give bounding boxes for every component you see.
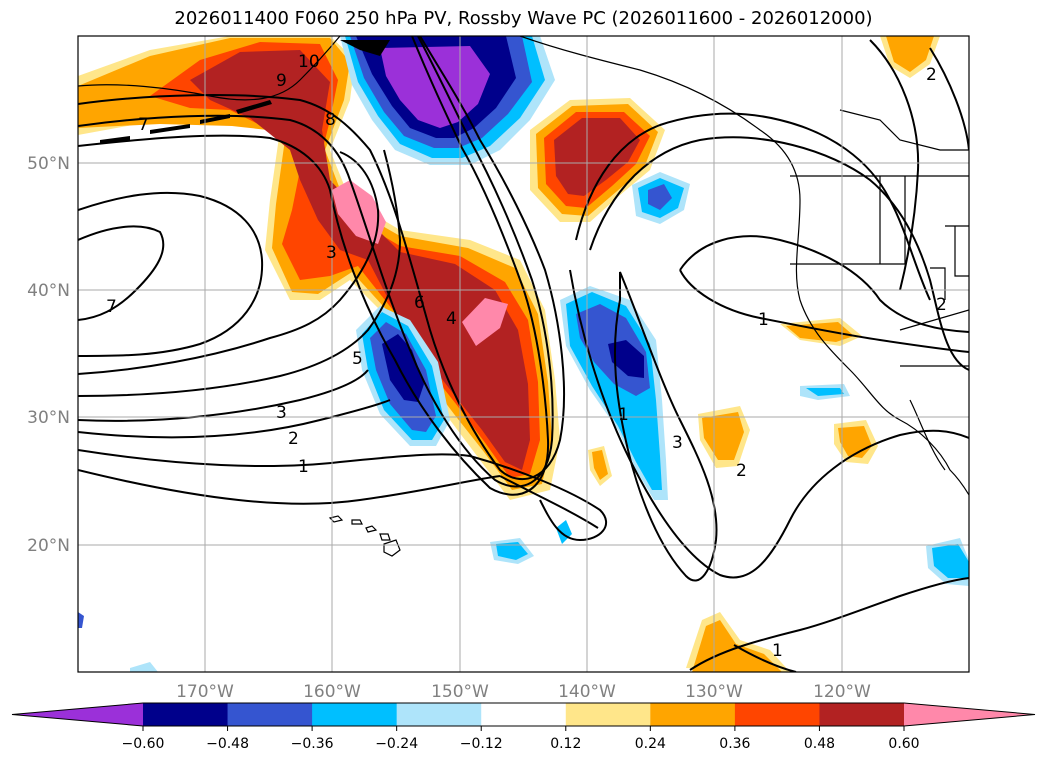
- colorbar-tick-label: 0.48: [804, 736, 835, 752]
- colorbar-segment: [650, 703, 736, 726]
- colorbar-segment: [819, 703, 905, 726]
- positive-anomaly-band-dark: [190, 50, 530, 470]
- positive-anomaly-core-pink-1: [332, 180, 386, 244]
- contour-label: 7: [106, 297, 117, 317]
- colorbar-segment: [312, 703, 398, 726]
- longitude-labels: 170°W 160°W 150°W 140°W 130°W 120°W: [176, 682, 871, 702]
- colorbar-tick-label: 0.36: [719, 736, 750, 752]
- lat-label: 30°N: [27, 408, 70, 428]
- colorbar-tick-label: −0.48: [206, 736, 249, 752]
- contour-label: 2: [288, 429, 299, 449]
- colorbar-tick-label: −0.60: [122, 736, 165, 752]
- colorbar-tick-label: −0.12: [460, 736, 503, 752]
- lon-label: 140°W: [558, 682, 616, 702]
- lon-label: 150°W: [431, 682, 489, 702]
- contour-label: 9: [276, 71, 287, 91]
- contour-label: 5: [352, 349, 363, 369]
- contour-label: 8: [325, 110, 336, 130]
- lon-label: 120°W: [813, 682, 871, 702]
- colorbar-segment: [481, 703, 567, 726]
- colorbar-tick-label: 0.24: [635, 736, 666, 752]
- aleutian-islands: [100, 40, 390, 144]
- contour-label: 2: [936, 295, 947, 315]
- lon-label: 130°W: [685, 682, 743, 702]
- lat-label: 50°N: [27, 154, 70, 174]
- alaska-coast: [78, 36, 341, 101]
- colorbar-segment: [565, 703, 651, 726]
- contour-label: 7: [138, 115, 149, 135]
- contour-labels: 10 9 8 7 6 5 4 3 3 2 1 1 1 1 2 2 2 3 7: [106, 52, 947, 661]
- north-america-coast: [519, 36, 969, 496]
- lon-label: 170°W: [176, 682, 234, 702]
- pv-contours: [78, 36, 969, 672]
- contour-label: 2: [736, 461, 747, 481]
- colorbar: [11, 702, 1036, 727]
- lat-label: 20°N: [27, 536, 70, 556]
- contour-label: 1: [298, 457, 309, 477]
- contour-label: 1: [758, 310, 769, 330]
- contour-label: 2: [926, 65, 937, 85]
- contour-label: 3: [276, 403, 287, 423]
- contour-label: 1: [618, 405, 629, 425]
- colorbar-tick-label: 0.12: [550, 736, 581, 752]
- gridlines: [78, 36, 969, 672]
- lat-label: 40°N: [27, 281, 70, 301]
- coastlines: [78, 36, 969, 496]
- lon-label: 160°W: [303, 682, 361, 702]
- contour-label: 10: [298, 52, 320, 72]
- contour-label: 3: [672, 433, 683, 453]
- colorbar-segment: [734, 703, 820, 726]
- map-title: 2026011400 F060 250 hPa PV, Rossby Wave …: [174, 8, 873, 29]
- colorbar-segment: [227, 703, 313, 726]
- colorbar-tick-label: −0.36: [291, 736, 334, 752]
- map-frame: [77, 35, 970, 673]
- hawaii-islands: [328, 515, 401, 557]
- colorbar-tick-label: −0.24: [375, 736, 418, 752]
- colorbar-labels: −0.60 −0.48 −0.36 −0.24 −0.12 0.12 0.24 0.36 0.4…: [122, 726, 920, 752]
- positive-anomaly-core-pink-2: [462, 298, 508, 346]
- colorbar-extend-high: [904, 703, 1035, 726]
- contour-label: 6: [414, 293, 425, 313]
- colorbar-tick-label: 0.60: [888, 736, 919, 752]
- colorbar-extend-low: [12, 703, 143, 726]
- colorbar-segment: [143, 703, 229, 726]
- colorbar-segment: [396, 703, 482, 726]
- contour-label: 3: [326, 243, 337, 263]
- contour-label: 1: [772, 641, 783, 661]
- latitude-labels: 50°N 40°N 30°N 20°N: [27, 154, 70, 556]
- contour-label: 4: [446, 309, 457, 329]
